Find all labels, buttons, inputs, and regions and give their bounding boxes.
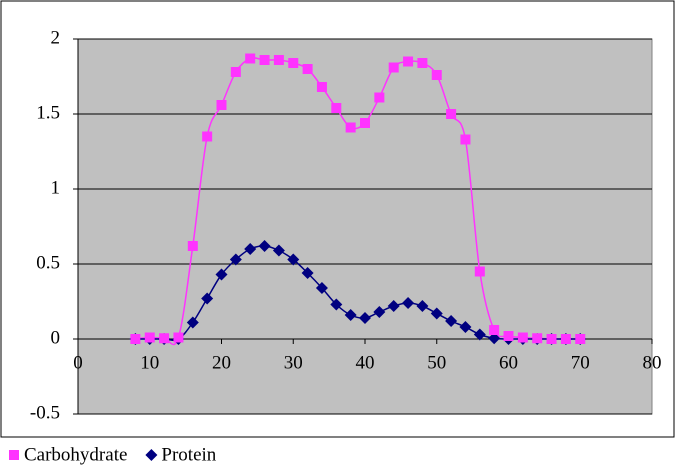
x-tick-label: 10 [140, 352, 159, 373]
marker [560, 334, 571, 344]
marker [215, 268, 228, 281]
marker [258, 240, 271, 252]
marker [488, 332, 501, 345]
y-tick-label: 1 [51, 177, 61, 198]
marker [159, 333, 170, 344]
marker [387, 300, 400, 312]
legend-marker [145, 449, 158, 461]
marker [130, 334, 141, 344]
plot-area [77, 38, 653, 415]
marker [416, 300, 429, 312]
marker [374, 92, 385, 103]
marker [360, 118, 370, 128]
marker [402, 297, 415, 309]
x-tick-label: 80 [643, 352, 662, 373]
marker [430, 307, 443, 320]
x-tick-label: 40 [356, 352, 375, 373]
y-tick-label: 0 [51, 327, 61, 348]
marker [259, 55, 270, 65]
x-tick-label: 0 [73, 352, 83, 373]
marker [187, 241, 198, 251]
marker [316, 82, 327, 92]
y-tick-label: 0.5 [36, 252, 60, 273]
x-tick-label: 60 [499, 352, 518, 373]
marker [489, 325, 500, 335]
x-tick-label: 20 [212, 352, 231, 373]
marker [302, 64, 313, 74]
marker [272, 244, 285, 257]
legend-marker [9, 450, 19, 460]
marker [330, 298, 343, 311]
marker [144, 332, 155, 343]
legend-label: Carbohydrate [24, 444, 127, 465]
marker [474, 266, 485, 277]
marker [373, 306, 386, 318]
marker [359, 312, 371, 324]
marker [288, 58, 299, 68]
marker [546, 334, 557, 344]
marker [301, 267, 314, 279]
y-tick-label: 2 [51, 27, 61, 48]
x-tick-label: 70 [571, 352, 590, 373]
marker [517, 332, 528, 343]
marker [230, 67, 241, 77]
marker [202, 131, 213, 142]
x-tick-label: 30 [284, 352, 303, 373]
marker [388, 62, 399, 73]
marker [244, 243, 257, 255]
marker [287, 253, 300, 266]
marker [216, 100, 227, 110]
marker [417, 58, 428, 68]
marker [245, 53, 256, 64]
marker [345, 122, 356, 133]
y-tick-label: -0.5 [30, 402, 60, 423]
marker [229, 253, 242, 266]
marker [344, 309, 357, 321]
x-tick-label: 50 [427, 352, 446, 373]
marker [201, 292, 214, 305]
marker [473, 328, 486, 341]
marker [403, 56, 414, 67]
marker [186, 316, 199, 329]
y-tick-label: 1.5 [36, 102, 60, 123]
marker [315, 282, 328, 294]
marker [460, 134, 471, 145]
marker [173, 332, 184, 343]
marker [273, 55, 284, 65]
marker [575, 334, 586, 344]
legend-label: Protein [161, 444, 216, 465]
marker [331, 103, 342, 113]
marker [503, 331, 514, 341]
marker [445, 315, 458, 327]
marker [532, 333, 543, 344]
marker [446, 109, 457, 119]
marker [431, 70, 442, 80]
marker [459, 321, 472, 333]
